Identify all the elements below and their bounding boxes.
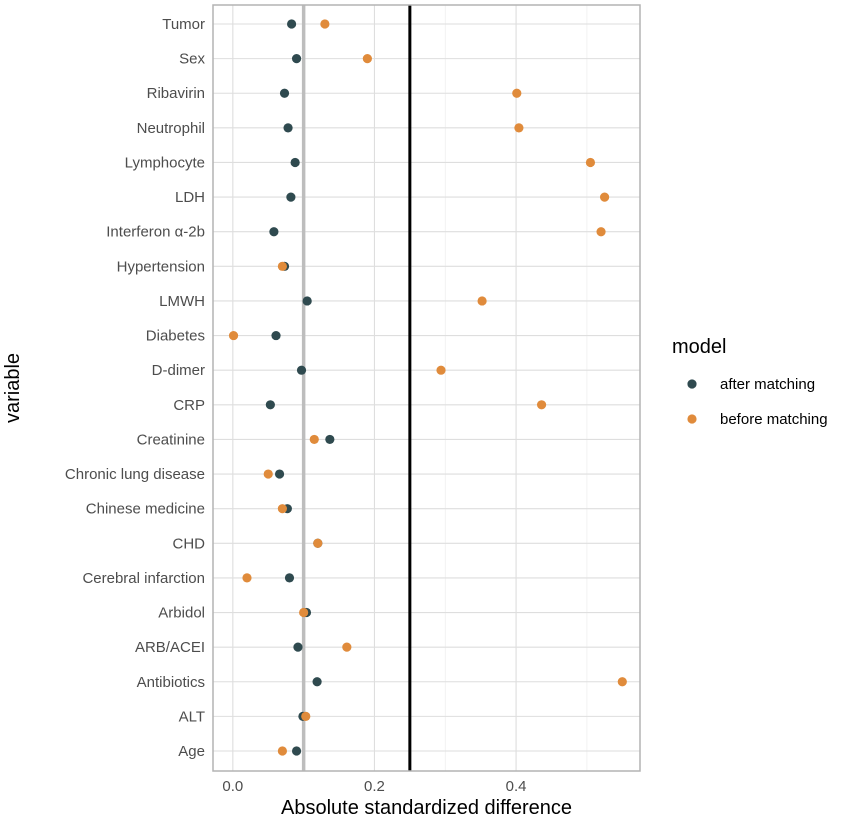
- point-before-matching: [299, 607, 309, 618]
- y-tick-label: Ribavirin: [147, 85, 205, 102]
- point-before-matching: [512, 88, 522, 98]
- y-tick-label: CRP: [173, 397, 205, 414]
- y-tick-label: Hypertension: [117, 258, 205, 275]
- point-before-matching: [277, 746, 287, 756]
- y-tick-label: Age: [178, 743, 205, 760]
- x-tick-labels: 0.0 0.2 0.4: [222, 778, 526, 795]
- point-before-matching: [301, 711, 311, 721]
- point-before-matching: [228, 330, 239, 341]
- y-tick-label: Cerebral infarction: [82, 570, 205, 587]
- point-after-matching: [290, 157, 300, 168]
- point-after-matching: [291, 54, 302, 64]
- y-tick-label: D-dimer: [152, 362, 205, 379]
- point-before-matching: [362, 54, 372, 64]
- point-before-matching: [309, 434, 319, 445]
- point-before-matching: [313, 538, 323, 548]
- point-before-matching: [599, 192, 610, 202]
- panel-border: [212, 4, 641, 772]
- legend-key-before-matching: [687, 414, 697, 424]
- point-before-matching: [585, 157, 596, 168]
- grid-major: [213, 5, 640, 771]
- points: [228, 19, 627, 756]
- y-tick-label: ALT: [179, 708, 205, 725]
- y-tick-label: Antibiotics: [137, 674, 205, 691]
- point-after-matching: [269, 227, 279, 237]
- point-before-matching: [596, 227, 606, 237]
- reference-lines: [301, 5, 412, 771]
- y-axis-title: variable: [2, 353, 24, 423]
- y-tick-label: CHD: [173, 535, 206, 552]
- point-after-matching: [291, 746, 302, 756]
- point-after-matching: [274, 469, 285, 479]
- point-before-matching: [342, 642, 352, 652]
- point-before-matching: [514, 123, 524, 133]
- y-tick-label: LDH: [175, 189, 205, 206]
- y-tick-label: Creatinine: [137, 431, 205, 448]
- grid-minor: [303, 5, 588, 771]
- point-after-matching: [302, 296, 312, 306]
- y-tick-label: Tumor: [162, 16, 205, 33]
- y-tick-label: Sex: [179, 51, 205, 68]
- point-after-matching: [286, 192, 296, 202]
- point-after-matching: [287, 19, 297, 29]
- point-after-matching: [271, 330, 281, 341]
- legend: model after matching before matching: [672, 336, 828, 428]
- y-tick-label: Chronic lung disease: [65, 466, 205, 483]
- point-after-matching: [279, 88, 290, 98]
- x-axis-title: Absolute standardized difference: [281, 797, 572, 819]
- point-after-matching: [312, 677, 322, 687]
- x-tick-label: 0.0: [222, 778, 243, 795]
- y-tick-label: Interferon α-2b: [106, 224, 205, 241]
- point-before-matching: [277, 261, 287, 271]
- point-before-matching: [536, 400, 547, 410]
- point-after-matching: [265, 400, 275, 410]
- point-after-matching: [283, 123, 293, 133]
- point-before-matching: [617, 677, 627, 687]
- y-tick-label: Diabetes: [146, 328, 205, 345]
- y-tick-label: LMWH: [159, 293, 205, 310]
- legend-key-after-matching: [687, 379, 697, 389]
- point-before-matching: [242, 573, 252, 583]
- x-tick-label: 0.4: [506, 778, 527, 795]
- point-after-matching: [296, 365, 307, 375]
- x-tick-label: 0.2: [364, 778, 385, 795]
- y-tick-label: Chinese medicine: [86, 501, 205, 518]
- point-before-matching: [477, 296, 487, 306]
- point-after-matching: [325, 434, 335, 445]
- point-before-matching: [436, 365, 446, 375]
- y-tick-label: Arbidol: [158, 605, 205, 622]
- y-tick-label: ARB/ACEI: [135, 639, 205, 656]
- point-before-matching: [277, 504, 287, 514]
- point-before-matching: [263, 469, 273, 479]
- point-before-matching: [320, 19, 330, 29]
- legend-title: model: [672, 336, 726, 358]
- legend-label: after matching: [720, 376, 815, 393]
- legend-label: before matching: [720, 411, 828, 428]
- y-tick-label: Neutrophil: [137, 120, 205, 137]
- point-after-matching: [284, 573, 295, 583]
- y-tick-label: Lymphocyte: [125, 154, 205, 171]
- y-tick-labels: Tumor Sex Ribavirin Neutrophil Lymphocyte LDH…: [65, 16, 206, 760]
- point-after-matching: [293, 642, 303, 652]
